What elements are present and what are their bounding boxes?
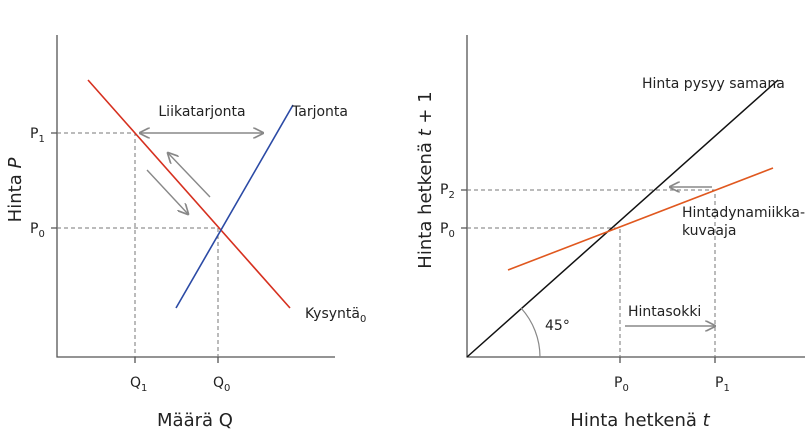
tick-label: P0: [440, 221, 455, 240]
axis-label: Hinta hetkenä t + 1: [415, 91, 436, 268]
axis-label: Hinta P: [5, 158, 26, 223]
label: Tarjonta: [291, 104, 348, 120]
adjust-arrow: [146, 169, 188, 214]
axis-label: Määrä Q: [157, 410, 233, 431]
tick-label: Q0: [213, 375, 230, 394]
tick-label: Q1: [130, 375, 147, 394]
axis-label: Hinta hetkenä t: [570, 410, 710, 431]
line-45: [466, 79, 779, 358]
guides: [467, 189, 716, 357]
label: Hintasokki: [628, 304, 701, 320]
demand-line: [87, 79, 291, 309]
label: Kysyntä0: [305, 306, 366, 325]
tick-label: P2: [440, 182, 455, 201]
tick-label: P0: [614, 375, 629, 394]
dynamics-line: [507, 167, 774, 271]
guides: [57, 132, 219, 357]
right-panel: Hinta pysyy samana Hintadynamiikka- kuva…: [415, 35, 805, 431]
label: 45°: [545, 318, 570, 334]
label: Hintadynamiikka-: [682, 205, 805, 221]
supply-line: [175, 104, 294, 309]
label: kuvaaja: [682, 223, 736, 239]
adjust-arrow: [168, 153, 211, 198]
angle-arc: [520, 307, 541, 358]
left-panel: Liikatarjonta Tarjonta Kysyntä0 P1 P0 Q1…: [5, 35, 366, 431]
axes: [51, 35, 335, 363]
tick-label: P1: [715, 375, 730, 394]
label: Hinta pysyy samana: [642, 76, 785, 92]
label: Liikatarjonta: [158, 104, 245, 120]
tick-label: P0: [30, 221, 45, 240]
tick-label: P1: [30, 126, 45, 145]
